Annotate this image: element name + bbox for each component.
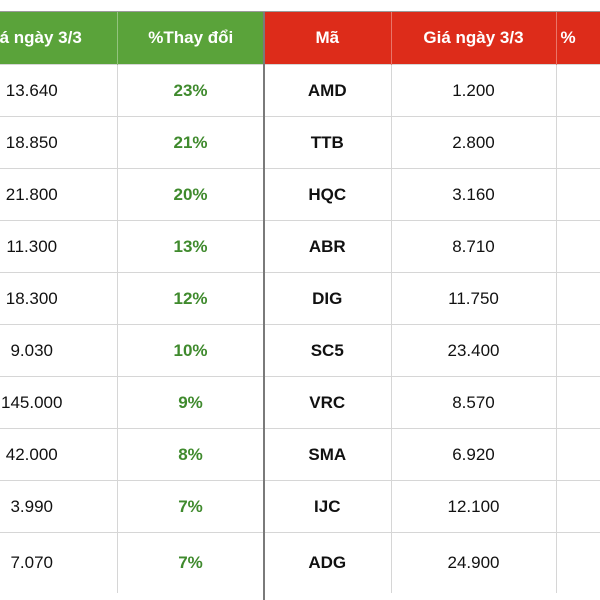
- gainer-change: 23%: [117, 64, 264, 117]
- loser-code: ADG: [264, 532, 392, 593]
- loser-price: 8.570: [391, 376, 557, 429]
- loser-change: [556, 64, 600, 117]
- gainers-change-header: %Thay đổi: [117, 12, 264, 65]
- losers-row: TTB 2.800: [264, 116, 600, 169]
- gainers-price-header: Giá ngày 3/3: [0, 12, 118, 65]
- loser-code: SC5: [264, 324, 392, 377]
- losers-table: Mã Giá ngày 3/3 % AMD 1.200 TTB 2.800 HQC 3.1…: [264, 12, 600, 593]
- gainers-panel: Giá ngày 3/3 %Thay đổi 13.64023%18.85021…: [0, 12, 264, 600]
- gainer-price: 145.000: [0, 376, 118, 429]
- gainer-price: 9.030: [0, 324, 118, 377]
- gainer-price: 13.640: [0, 64, 118, 117]
- losers-header-row: Mã Giá ngày 3/3 %: [264, 12, 600, 65]
- losers-row: AMD 1.200: [264, 64, 600, 117]
- loser-price: 6.920: [391, 428, 557, 481]
- losers-row: ABR 8.710: [264, 220, 600, 273]
- loser-code: AMD: [264, 64, 392, 117]
- gainers-table: Giá ngày 3/3 %Thay đổi 13.64023%18.85021…: [0, 12, 264, 593]
- losers-row: ADG 24.900: [264, 532, 600, 593]
- top-border: [0, 11, 600, 12]
- loser-code: TTB: [264, 116, 392, 169]
- gainer-price: 18.850: [0, 116, 118, 169]
- losers-panel: Mã Giá ngày 3/3 % AMD 1.200 TTB 2.800 HQC 3.1…: [264, 12, 600, 600]
- gainers-row: 42.000 8%: [0, 428, 264, 481]
- gainers-row: 3.990 7%: [0, 480, 264, 533]
- losers-row: DIG 11.750: [264, 272, 600, 325]
- gainer-price: 42.000: [0, 428, 118, 481]
- loser-price: 1.200: [391, 64, 557, 117]
- loser-code: HQC: [264, 168, 392, 221]
- loser-code: IJC: [264, 480, 392, 533]
- gainers-row: 9.030 10%: [0, 324, 264, 377]
- gainer-change: 21%: [117, 116, 264, 169]
- gainers-header-row: Giá ngày 3/3 %Thay đổi: [0, 12, 264, 65]
- loser-price: 12.100: [391, 480, 557, 533]
- loser-change: [556, 116, 600, 169]
- gainers-row: 18.300 12%: [0, 272, 264, 325]
- loser-code: SMA: [264, 428, 392, 481]
- gainer-change: 7%: [117, 480, 264, 533]
- loser-change: [556, 168, 600, 221]
- gainer-change: 12%: [117, 272, 264, 325]
- losers-code-header: Mã: [264, 12, 392, 65]
- gainers-row: 11.300 13%: [0, 220, 264, 273]
- gainers-row: 13.640 23%: [0, 64, 264, 117]
- losers-change-header: %: [556, 12, 600, 65]
- loser-change: [556, 480, 600, 533]
- gainer-change: 10%: [117, 324, 264, 377]
- loser-price: 8.710: [391, 220, 557, 273]
- losers-row: VRC 8.570: [264, 376, 600, 429]
- loser-price: 2.800: [391, 116, 557, 169]
- loser-change: [556, 220, 600, 273]
- gainer-price: 3.990: [0, 480, 118, 533]
- gainer-change: 9%: [117, 376, 264, 429]
- table-divider: [263, 12, 265, 600]
- loser-change: [556, 428, 600, 481]
- losers-row: SMA 6.920: [264, 428, 600, 481]
- gainer-change: 7%: [117, 532, 264, 593]
- gainer-price: 7.070: [0, 532, 118, 593]
- loser-price: 24.900: [391, 532, 557, 593]
- gainer-price: 18.300: [0, 272, 118, 325]
- loser-change: [556, 532, 600, 593]
- losers-row: HQC 3.160: [264, 168, 600, 221]
- loser-code: ABR: [264, 220, 392, 273]
- gainers-row: 21.800 20%: [0, 168, 264, 221]
- losers-row: IJC 12.100: [264, 480, 600, 533]
- gainer-price: 11.300: [0, 220, 118, 273]
- loser-price: 23.400: [391, 324, 557, 377]
- gainer-change: 20%: [117, 168, 264, 221]
- losers-row: SC5 23.400: [264, 324, 600, 377]
- losers-price-header: Giá ngày 3/3: [391, 12, 557, 65]
- gainers-row: 145.000 9%: [0, 376, 264, 429]
- loser-change: [556, 272, 600, 325]
- loser-code: DIG: [264, 272, 392, 325]
- gainer-change: 13%: [117, 220, 264, 273]
- loser-price: 11.750: [391, 272, 557, 325]
- gainers-row: 7.070 7%: [0, 532, 264, 593]
- gainer-change: 8%: [117, 428, 264, 481]
- gainer-price: 21.800: [0, 168, 118, 221]
- gainers-row: 18.850 21%: [0, 116, 264, 169]
- loser-code: VRC: [264, 376, 392, 429]
- loser-change: [556, 324, 600, 377]
- loser-price: 3.160: [391, 168, 557, 221]
- loser-change: [556, 376, 600, 429]
